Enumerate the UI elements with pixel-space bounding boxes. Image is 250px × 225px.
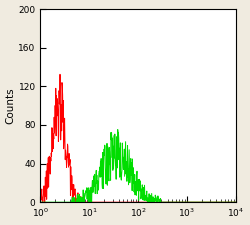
Y-axis label: Counts: Counts — [6, 87, 16, 124]
